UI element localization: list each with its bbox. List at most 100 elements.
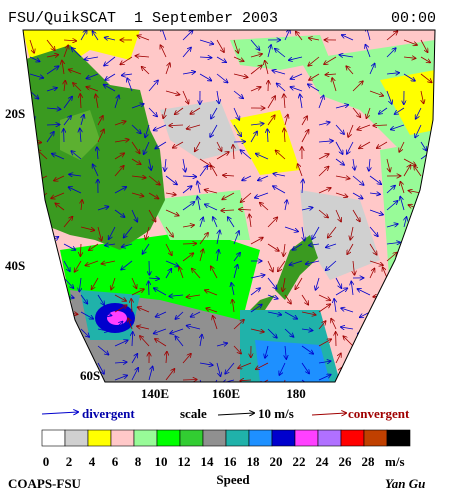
- wind-arrow: [182, 72, 195, 74]
- zone-green: [300, 40, 435, 150]
- wind-arrow: [142, 243, 150, 254]
- wind-arrow: [301, 294, 308, 305]
- wind-arrow: [63, 328, 73, 338]
- wind-arrow: [55, 379, 65, 382]
- wind-arrow: [199, 249, 203, 262]
- wind-arrow: [418, 315, 422, 330]
- colorbar-label: 2: [66, 454, 73, 469]
- wind-arrow: [285, 115, 288, 126]
- wind-arrow: [291, 73, 303, 79]
- wind-arrow: [332, 78, 337, 92]
- colorbar: 0 2 4 6 8 10 12 14 16 18 20 22 24 26 28: [41, 429, 411, 469]
- legend-arrow: [41, 412, 78, 414]
- wind-arrow: [210, 124, 218, 137]
- wind-arrow: [63, 243, 75, 250]
- colorbar-label: 6: [112, 454, 119, 469]
- colorbar-label: 24: [316, 454, 330, 469]
- wind-arrow: [308, 56, 320, 66]
- wind-arrow: [182, 48, 191, 58]
- wind-arrow: [97, 226, 102, 241]
- wind-arrow: [46, 66, 59, 75]
- wind-arrow: [233, 320, 244, 330]
- wind-arrow: [335, 288, 347, 296]
- wind-arrow: [233, 107, 239, 120]
- wind-arrow: [403, 233, 412, 245]
- wind-arrow: [211, 166, 218, 177]
- wind-arrow: [216, 152, 229, 160]
- wind-arrow: [279, 362, 286, 375]
- wind-arrow: [318, 209, 328, 218]
- wind-arrow: [309, 244, 320, 245]
- wind-arrow: [365, 45, 371, 58]
- wind-arrow: [131, 209, 137, 222]
- wind-arrow: [131, 299, 132, 313]
- wind-arrow: [383, 267, 388, 279]
- wind-arrow: [284, 328, 294, 337]
- wind-arrow: [81, 115, 84, 126]
- wind-arrow: [403, 362, 417, 366]
- wind-arrow: [399, 141, 405, 152]
- wind-arrow: [30, 264, 33, 279]
- wind-arrow: [250, 132, 257, 143]
- wind-arrow: [278, 260, 286, 271]
- wind-arrow: [396, 269, 405, 279]
- wind-arrow: [191, 311, 201, 317]
- wind-arrow: [80, 328, 89, 337]
- wind-arrow: [72, 48, 82, 58]
- wind-arrow: [46, 304, 57, 313]
- wind-arrow: [23, 192, 31, 200]
- wind-arrow: [131, 176, 146, 178]
- wind-arrow: [335, 277, 341, 288]
- wind-arrow: [92, 31, 99, 41]
- wind-arrow: [318, 339, 331, 347]
- wind-arrow: [250, 238, 263, 245]
- wind-arrow: [192, 269, 201, 279]
- wind-arrow: [122, 74, 133, 75]
- wind-arrow: [187, 295, 201, 297]
- wind-arrow: [369, 193, 380, 194]
- wind-arrow: [369, 90, 383, 96]
- wind-arrow: [386, 186, 395, 194]
- wind-arrow: [81, 200, 82, 211]
- color-swatch: [179, 429, 204, 447]
- wind-arrow: [225, 362, 235, 374]
- wind-arrow: [97, 311, 112, 316]
- wind-arrow: [369, 269, 375, 279]
- wind-arrow: [228, 217, 235, 228]
- wind-arrow: [149, 281, 150, 296]
- wind-arrow: [169, 295, 184, 296]
- wind-arrow: [205, 204, 218, 211]
- wind-arrow: [290, 87, 303, 92]
- wind-arrow: [155, 339, 167, 347]
- colorbar-label: 4: [89, 454, 96, 469]
- wind-arrow: [347, 141, 354, 154]
- wind-arrow: [335, 158, 344, 165]
- wind-arrow: [216, 362, 221, 376]
- wind-arrow: [29, 56, 40, 62]
- wind-arrow: [352, 81, 363, 92]
- wind-arrow: [199, 363, 213, 365]
- wind-arrow: [23, 175, 31, 177]
- legend-scale: scale: [180, 406, 207, 421]
- wind-arrow: [80, 243, 81, 256]
- wind-arrow: [284, 226, 298, 232]
- wind-arrow: [165, 158, 166, 171]
- wind-arrow: [292, 243, 303, 250]
- wind-arrow: [420, 56, 430, 63]
- wind-arrow: [403, 158, 416, 165]
- wind-arrow: [276, 150, 286, 160]
- wind-arrow: [370, 352, 371, 364]
- wind-arrow: [369, 369, 379, 381]
- zone-yellow: [380, 70, 435, 135]
- wind-arrow: [105, 38, 116, 41]
- wind-arrow: [400, 182, 405, 194]
- wind-arrow: [386, 158, 390, 172]
- wind-arrow: [54, 175, 65, 181]
- wind-arrow: [63, 277, 74, 288]
- lon-label: 140E: [141, 386, 169, 401]
- legend-scale-value: 10 m/s: [258, 406, 294, 421]
- wind-arrow: [417, 217, 422, 228]
- lat-label: 60S: [80, 368, 100, 383]
- wind-arrow: [318, 361, 331, 363]
- wind-arrow: [86, 87, 99, 92]
